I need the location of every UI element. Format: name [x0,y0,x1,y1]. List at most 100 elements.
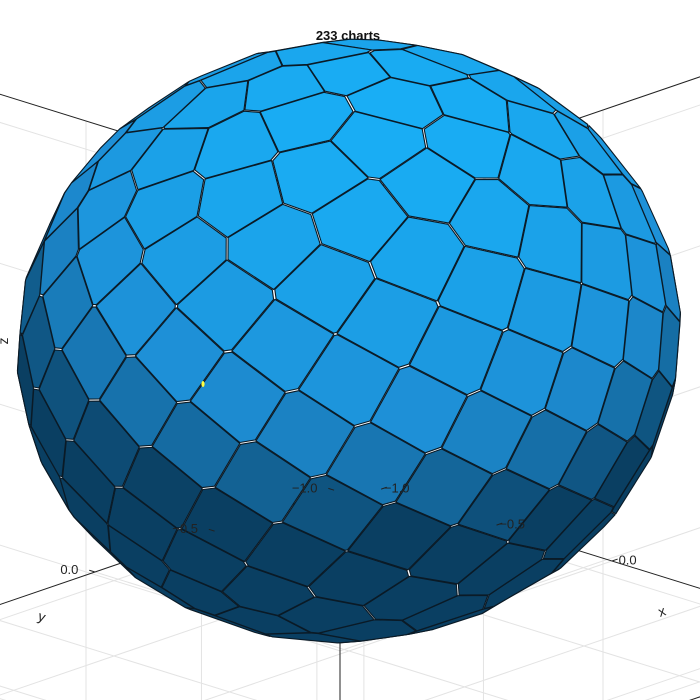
sphere-chart-cell-37 [125,170,205,250]
sphere-chart-cell-81 [408,305,504,396]
sphere-chart-cell-191 [363,575,458,621]
sphere-chart-cell-121 [16,334,34,426]
z-axis-label: z [0,338,11,345]
sphere-chart-cell-60 [437,245,525,331]
sphere-chart-cell-118 [151,401,241,489]
sphere-chart-cell-34 [311,178,409,263]
sphere-chart-cell-123 [325,422,426,506]
sphere-chart-cell-24 [131,127,209,191]
sphere-chart-cell-136 [395,448,493,527]
sphere-chart-cell-162 [508,485,593,551]
sphere-chart-cell-79 [42,255,94,349]
sphere-chart-cell-52 [518,205,583,284]
sphere-chart-cell-186 [221,565,315,616]
sphere-chart-cell-152 [181,487,274,563]
sphere-chart-cell-21 [272,140,369,214]
sphere-surface [16,38,681,644]
sphere-chart-cell-141 [558,423,628,500]
sphere-chart-cell-19 [125,80,206,133]
gridline-y-3-floor [0,620,258,700]
sphere-chart-cell-102 [370,365,468,454]
x-tick-label: −1.0 [384,481,410,496]
sphere-chart-cell-31 [498,133,568,208]
sphere-chart-cell-84 [134,307,225,403]
sphere-chart-cell-113 [38,349,90,440]
sphere-chart-cell-13 [330,110,427,180]
x-tick-mark [611,558,618,562]
sphere-chart-cell-178 [308,551,410,607]
sphere-chart-cell-44 [560,156,622,229]
y-tick-mark [328,487,335,491]
y-tick-label: −1.0 [292,480,318,495]
sphere-chart-cell-181 [107,524,170,588]
sphere-chart-cell-105 [99,356,178,447]
sphere-chart-cell-97 [189,351,286,444]
y-tick-label: −0.5 [172,521,198,536]
sphere-chart-cell-196 [483,558,564,610]
sphere-chart-cell-29 [197,160,284,238]
sphere-chart-cell-78 [625,234,667,313]
sphere-chart-cell-70 [631,183,671,256]
sphere-chart-cell-23 [506,100,580,160]
sphere-chart-cell-16 [194,110,279,179]
sphere-chart-cell-134 [30,388,67,478]
sphere-chart-cell-107 [544,347,616,432]
sphere-chart-cell-45 [77,170,138,250]
sphere-chart-cell-68 [336,277,439,368]
y-tick-label: 0.0 [60,562,78,577]
x-tick-label: 0.0 [619,552,637,567]
sphere-chart-cell-160 [107,487,178,562]
sphere-chart-cell-126 [73,400,140,487]
sphere-chart-cell-42 [227,203,321,291]
y-axis-label: y [36,608,48,625]
sphere-chart-cell-50 [141,216,227,306]
sphere-chart-cell-149 [457,468,550,542]
sphere-chart-cell-91 [655,242,681,322]
sphere-chart-cell-0 [306,52,391,97]
sphere-chart-cell-92 [61,306,127,400]
sphere-chart-cell-47 [370,216,465,302]
sphere-chart-cell-86 [571,283,630,368]
x-tick-mark [380,486,387,490]
sphere-chart-cell-18 [423,114,511,179]
sphere-chart-cell-170 [408,524,508,585]
sphere-chart-cell-58 [76,216,144,306]
sphere-chart-cell-165 [245,522,346,588]
sphere-chart-cell-71 [95,262,176,356]
sphere-chart-cell-147 [62,440,116,524]
sphere-chart-cell-115 [441,390,533,475]
sphere-chart-cell-65 [581,222,633,301]
sphere-chart-cell-15 [468,69,557,114]
sphere-chart-cell-199 [278,596,375,634]
sphere-chart-cell-63 [176,259,275,352]
sphere-chart-cell-183 [457,542,546,596]
tick-layer: −1.0−0.50.00.51.0−1.0−0.50.00.51.0−1.0−0… [60,480,637,577]
sphere-chart-cell-110 [255,390,355,478]
y-tick-mark [89,569,96,573]
sphere-chart-cell-99 [622,296,664,379]
sphere-chart-cell-39 [448,178,530,258]
sphere-chart-cell-131 [214,441,311,524]
sphere-chart-cell-168 [59,477,111,552]
sphere-chart-cell-11 [163,80,249,130]
sphere-chart-cell-73 [507,267,582,353]
sphere-chart-cell-8 [259,91,354,153]
sphere-chart-cell-32 [88,127,163,191]
sphere-chart-cell-157 [347,502,452,571]
sphere-chart-cell-55 [274,244,376,334]
sphere-chart-cell-94 [480,329,564,416]
sphere-chart-cell-139 [122,446,203,529]
sphere-chart-cell-112 [658,305,681,388]
sphere-chart-cell-57 [603,174,656,245]
sphere-chart-cell-89 [298,334,400,427]
sphere-chart-cell-120 [597,360,653,442]
x-axis-label: x [656,602,668,619]
x-tick-mark [496,522,503,526]
sphere-chart-cell-144 [282,474,384,551]
sphere-chart-cell-66 [39,207,79,296]
sphere-chart-cell-5 [346,77,444,130]
sphere-chart-cell-3 [244,64,326,112]
sphere-chart-cell-128 [505,409,588,490]
x-tick-label: −0.5 [499,516,525,531]
